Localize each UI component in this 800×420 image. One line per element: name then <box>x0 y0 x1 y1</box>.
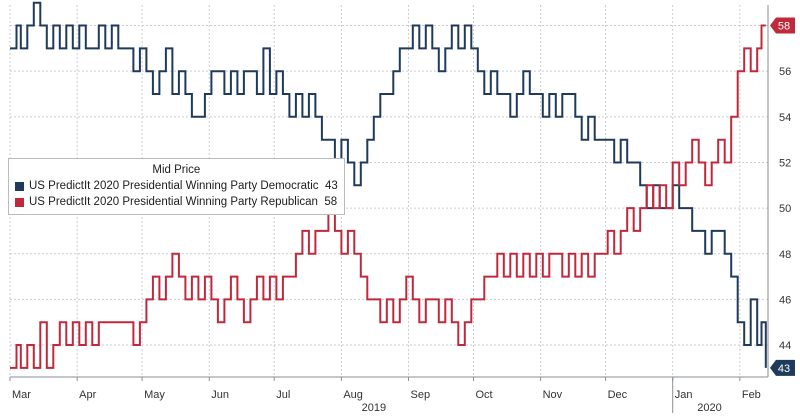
series-line-democratic <box>10 1 767 368</box>
legend-label-republican: US PredictIt 2020 Presidential Winning P… <box>29 196 318 208</box>
x-tick-label: Jul <box>276 389 290 401</box>
last-value-label: 58 <box>778 21 790 33</box>
x-tick-label: Sep <box>410 389 430 401</box>
x-tick-label: Nov <box>543 389 563 401</box>
x-tick-label: Feb <box>742 389 761 401</box>
legend-item-republican: US PredictIt 2020 Presidential Winning P… <box>15 194 338 210</box>
year-label: 2019 <box>362 402 386 414</box>
legend-title: Mid Price <box>152 164 201 176</box>
x-tick-label: May <box>144 389 165 401</box>
x-tick-label: Jun <box>211 389 229 401</box>
y-tick-label: 52 <box>779 157 791 169</box>
y-tick-label: 56 <box>779 66 791 78</box>
y-tick-label: 48 <box>779 249 791 261</box>
x-tick-label: Oct <box>475 389 492 401</box>
y-tick-label: 50 <box>779 203 791 215</box>
legend-value-democratic: 43 <box>324 180 338 192</box>
y-tick-label: 46 <box>779 294 791 306</box>
legend-item-democratic: US PredictIt 2020 Presidential Winning P… <box>15 178 338 194</box>
x-tick-label: Mar <box>12 389 31 401</box>
series-layer <box>10 1 767 369</box>
x-tick-label: Aug <box>343 389 363 401</box>
axis-layer: 44 46 48 50 52 54 56 58 Mar Apr May Jun Jul Aug Sep Oct… <box>9 5 795 414</box>
x-tick-label: Dec <box>608 389 628 401</box>
legend-swatch-republican <box>15 197 24 207</box>
last-value-label: 43 <box>778 363 790 375</box>
series-line-republican <box>10 24 766 369</box>
year-label: 2020 <box>697 402 721 414</box>
y-tick-label: 54 <box>779 112 791 124</box>
x-tick-label: Apr <box>79 389 96 401</box>
legend-label-democratic: US PredictIt 2020 Presidential Winning P… <box>29 180 319 192</box>
x-tick-label: Jan <box>675 389 693 401</box>
legend-value-republican: 58 <box>324 196 338 208</box>
y-tick-label: 44 <box>779 340 791 352</box>
last-value-tag <box>770 17 795 34</box>
legend-swatch-democratic <box>15 181 24 191</box>
legend: Mid Price US PredictIt 2020 Presidential… <box>8 158 345 215</box>
last-value-tag <box>770 359 795 376</box>
